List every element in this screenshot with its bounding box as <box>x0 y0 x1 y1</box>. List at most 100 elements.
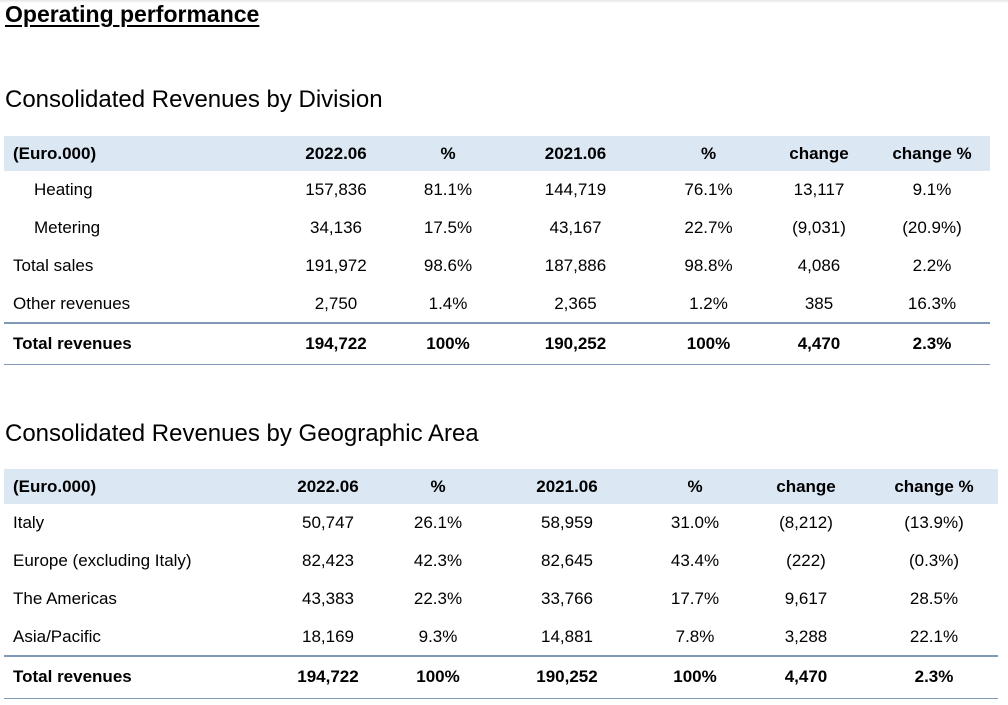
header-unit: (Euro.000) <box>13 143 97 163</box>
total-2022: 194,722 <box>266 655 390 699</box>
cell-change: (222) <box>786 551 826 570</box>
header-change-pct: change % <box>894 476 974 496</box>
cell-pct-2022: 1.4% <box>428 293 468 313</box>
cell-change: 13,117 <box>793 180 845 199</box>
row-label: Total sales <box>13 256 94 275</box>
cell-pct-2021: 31.0% <box>670 513 720 532</box>
row-label: Asia/Pacific <box>13 626 101 646</box>
cell-change-pct: (0.3%) <box>908 551 960 570</box>
cell-pct-2021: 22.7% <box>684 218 733 237</box>
total-2022: 194,722 <box>274 322 398 365</box>
cell-change: 3,288 <box>784 626 828 646</box>
total-label: Total revenues <box>4 322 274 365</box>
cell-change-pct: (13.9%) <box>904 513 964 532</box>
header-2022: 2022.06 <box>305 143 367 163</box>
cell-change-pct: (20.9%) <box>902 218 962 237</box>
total-change-pct: 2.3% <box>874 322 990 365</box>
header-pct-2022: % <box>430 476 446 496</box>
geo-table-title: Consolidated Revenues by Geographic Area <box>5 420 479 447</box>
cell-2021: 144,719 <box>544 180 607 199</box>
cell-2022: 18,169 <box>302 626 354 646</box>
header-change: change <box>776 476 836 496</box>
cell-2022: 50,747 <box>302 513 354 532</box>
table-row: Metering 34,136 17.5% 43,167 22.7% (9,03… <box>4 209 990 247</box>
table-row: Europe (excluding Italy) 82,423 42.3% 82… <box>4 542 998 580</box>
total-change: 4,470 <box>742 655 870 699</box>
cell-2021: 187,886 <box>544 256 607 275</box>
cell-change-pct: 22.1% <box>909 626 959 646</box>
total-change: 4,470 <box>764 322 874 365</box>
header-2021: 2021.06 <box>544 143 607 163</box>
total-pct-2021: 100% <box>648 655 742 699</box>
cell-2022: 34,136 <box>310 218 362 237</box>
cell-pct-2022: 22.3% <box>413 589 463 608</box>
cell-pct-2021: 76.1% <box>684 180 733 199</box>
total-change-pct: 2.3% <box>870 655 998 699</box>
cell-pct-2021: 7.8% <box>675 626 715 646</box>
table-total-row: Total revenues 194,722 100% 190,252 100%… <box>4 655 998 699</box>
cell-change: (8,212) <box>779 513 833 532</box>
cell-pct-2022: 98.6% <box>423 256 473 275</box>
cell-2022: 157,836 <box>305 180 367 199</box>
table-header-row: (Euro.000) 2022.06 % 2021.06 % change ch… <box>4 469 998 504</box>
cell-pct-2022: 81.1% <box>423 180 473 199</box>
row-label: Metering <box>34 218 101 237</box>
cell-2022: 191,972 <box>305 256 367 275</box>
total-pct-2022: 100% <box>390 655 486 699</box>
header-unit: (Euro.000) <box>13 476 97 496</box>
row-label: Heating <box>34 180 93 199</box>
cell-2021: 2,365 <box>554 293 597 313</box>
header-change: change <box>789 143 849 163</box>
total-pct-2022: 100% <box>398 322 498 365</box>
row-label: Other revenues <box>13 293 131 313</box>
cell-pct-2022: 26.1% <box>413 513 463 532</box>
header-pct-2021: % <box>700 143 717 163</box>
cell-change: (9,031) <box>792 218 846 237</box>
cell-change-pct: 2.2% <box>912 256 952 275</box>
page-heading: Operating performance <box>5 1 260 27</box>
row-label: The Americas <box>13 589 117 608</box>
table-row: Heating 157,836 81.1% 144,719 76.1% 13,1… <box>4 171 990 209</box>
table-header-row: (Euro.000) 2022.06 % 2021.06 % change ch… <box>4 136 990 171</box>
cell-pct-2021: 1.2% <box>689 293 728 313</box>
total-2021: 190,252 <box>498 322 653 365</box>
header-pct-2021: % <box>687 476 703 496</box>
total-label: Total revenues <box>4 655 266 699</box>
geo-revenues-table: (Euro.000) 2022.06 % 2021.06 % change ch… <box>4 469 998 699</box>
cell-pct-2021: 98.8% <box>684 256 733 275</box>
row-label: Europe (excluding Italy) <box>13 551 192 570</box>
row-label: Italy <box>13 513 45 532</box>
cell-2022: 2,750 <box>314 293 358 313</box>
cell-change-pct: 9.1% <box>912 180 952 199</box>
cell-pct-2021: 17.7% <box>670 589 720 608</box>
total-2021: 190,252 <box>486 655 648 699</box>
top-shade <box>0 0 1008 3</box>
header-2021: 2021.06 <box>536 476 598 496</box>
table-row: The Americas 43,383 22.3% 33,766 17.7% 9… <box>4 580 998 618</box>
table-row: Total sales 191,972 98.6% 187,886 98.8% … <box>4 247 990 285</box>
header-pct-2022: % <box>440 143 456 163</box>
table-row: Asia/Pacific 18,169 9.3% 14,881 7.8% 3,2… <box>4 618 998 656</box>
cell-2021: 82,645 <box>541 551 593 570</box>
cell-change: 385 <box>804 293 834 313</box>
table-row: Other revenues 2,750 1.4% 2,365 1.2% 385… <box>4 285 990 323</box>
cell-2022: 82,423 <box>302 551 354 570</box>
header-2022: 2022.06 <box>297 476 359 496</box>
cell-2021: 33,766 <box>541 589 593 608</box>
division-revenues-table: (Euro.000) 2022.06 % 2021.06 % change ch… <box>4 136 990 365</box>
cell-pct-2022: 17.5% <box>423 218 473 237</box>
total-pct-2021: 100% <box>653 322 764 365</box>
cell-pct-2022: 42.3% <box>413 551 463 570</box>
cell-change: 9,617 <box>784 589 828 608</box>
cell-2021: 58,959 <box>541 513 593 532</box>
cell-change: 4,086 <box>797 256 841 275</box>
cell-change-pct: 28.5% <box>909 589 959 608</box>
cell-pct-2021: 43.4% <box>670 551 720 570</box>
table-row: Italy 50,747 26.1% 58,959 31.0% (8,212) … <box>4 504 998 542</box>
cell-2021: 43,167 <box>549 218 602 237</box>
table-total-row: Total revenues 194,722 100% 190,252 100%… <box>4 322 990 365</box>
division-table-title: Consolidated Revenues by Division <box>5 86 383 113</box>
cell-change-pct: 16.3% <box>907 293 957 313</box>
header-change-pct: change % <box>892 143 972 163</box>
cell-pct-2022: 9.3% <box>418 626 458 646</box>
